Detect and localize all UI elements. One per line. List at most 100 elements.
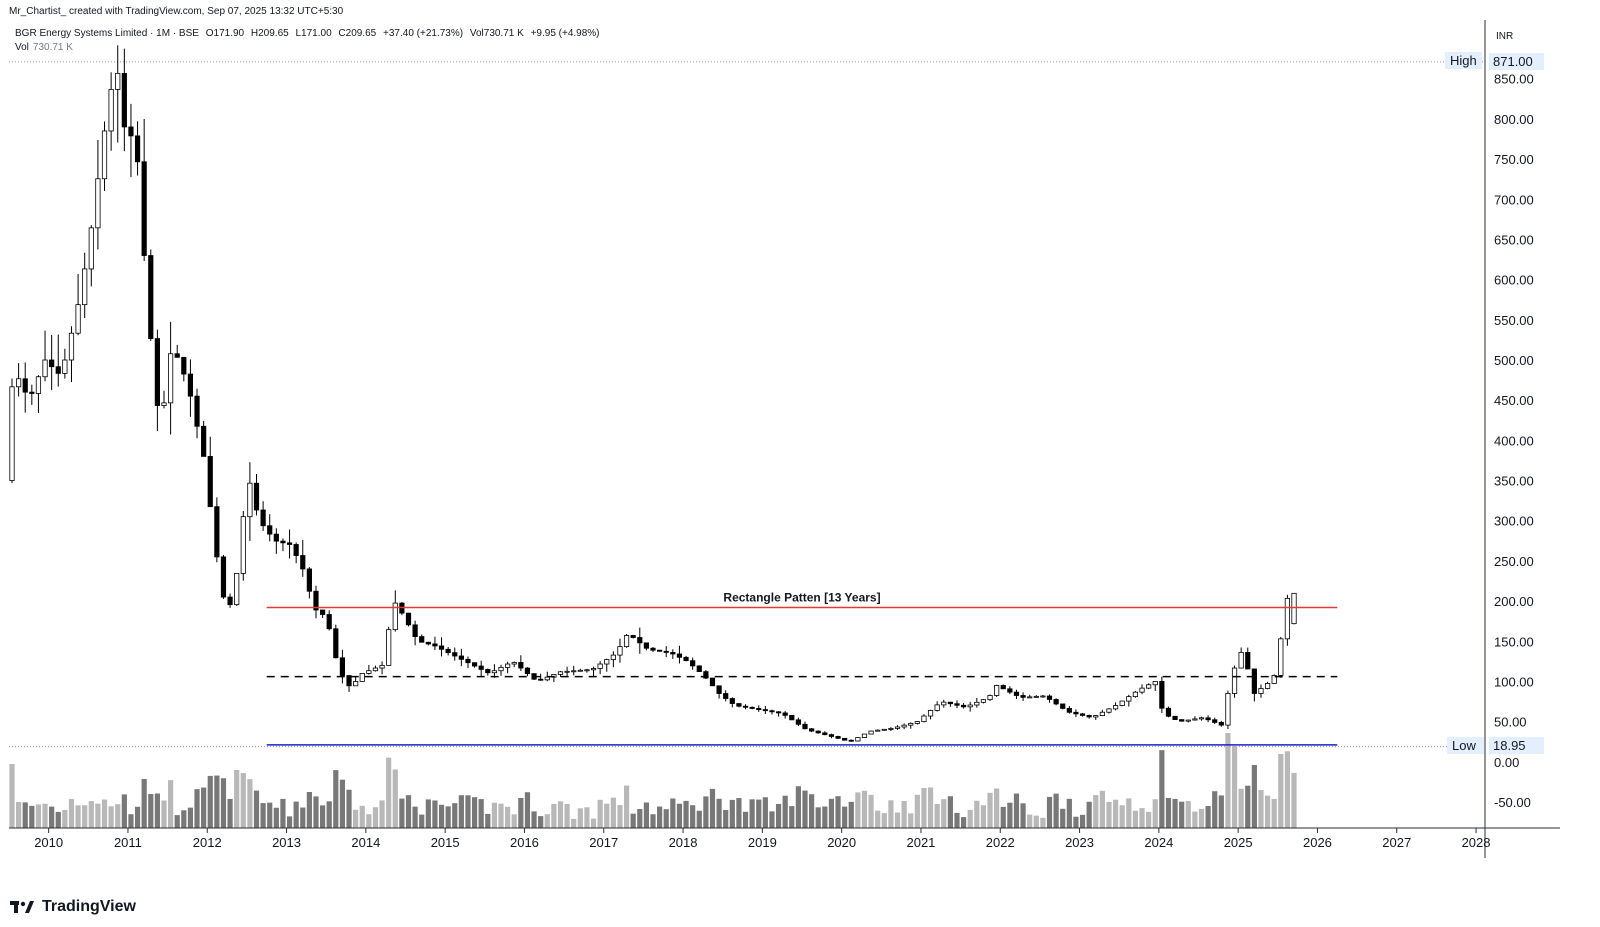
- volume-bar: [346, 789, 352, 828]
- candle-body: [848, 739, 854, 742]
- y-tick-label: -50.00: [1494, 795, 1531, 810]
- candle-body: [604, 659, 610, 665]
- volume-bar: [670, 798, 676, 828]
- candle-body: [597, 663, 603, 669]
- y-tick-label: 800.00: [1494, 112, 1534, 127]
- candlesticks: [9, 45, 1297, 742]
- volume-bar: [267, 802, 273, 828]
- candle-body: [9, 386, 15, 481]
- candle-body: [438, 645, 445, 650]
- candle-body: [610, 654, 616, 660]
- candle-body: [22, 378, 28, 393]
- volume-bar: [1073, 816, 1079, 828]
- volume-bar: [465, 795, 471, 828]
- volume-bar: [432, 800, 438, 828]
- candle-body: [148, 255, 154, 339]
- volume-bar: [1119, 805, 1125, 828]
- x-tick-label: 2023: [1065, 835, 1094, 850]
- symbol-name[interactable]: BGR Energy Systems Limited · 1M · BSE: [15, 28, 199, 39]
- candle-body: [485, 668, 491, 674]
- volume-bar: [736, 798, 742, 828]
- volume-bar: [201, 787, 207, 828]
- candle-body: [478, 665, 484, 670]
- candle-body: [29, 391, 35, 394]
- volume-bar: [405, 795, 412, 828]
- volume-bar: [835, 796, 841, 828]
- candle-body: [690, 660, 696, 667]
- candle-body: [207, 456, 213, 508]
- volume-bar: [1132, 810, 1139, 828]
- x-tick-label: 2020: [827, 835, 856, 850]
- candle-body: [1099, 711, 1105, 716]
- candle-body: [782, 712, 788, 716]
- volume-bar: [187, 807, 194, 828]
- volume-bar: [1172, 798, 1178, 828]
- tradingview-logo[interactable]: TradingView: [10, 898, 136, 916]
- volume-bar: [1066, 798, 1072, 828]
- candle-body: [273, 533, 279, 542]
- candle-body: [101, 130, 108, 180]
- volume-bar: [313, 796, 319, 828]
- volume-bar: [1205, 806, 1211, 828]
- candle-body: [663, 650, 669, 653]
- volume-bar: [696, 810, 702, 828]
- volume-bar: [194, 789, 200, 828]
- volume-bar: [908, 813, 914, 828]
- volume-bar: [630, 813, 636, 828]
- candle-body: [1238, 652, 1244, 669]
- high-low-markers: High 871.00 Low 18.95: [1445, 52, 1544, 754]
- candle-body: [1231, 667, 1238, 694]
- volume-value: Vol730.71 K: [469, 28, 524, 39]
- candle-body: [247, 482, 253, 518]
- volume-bar: [128, 814, 134, 828]
- time-axis[interactable]: 2010 2011 2012 2013 2014 2015 2016 2017 2018 2019…: [9, 827, 1560, 850]
- volume-bar: [75, 805, 81, 828]
- candle-body: [108, 89, 114, 132]
- ohlc-change: +37.40 (+21.73%): [383, 28, 464, 39]
- candle-body: [1278, 638, 1284, 676]
- candle-body: [1119, 700, 1125, 706]
- price-axis[interactable]: INR 850.00 800.00 750.00 700.00 650.00 600.00…: [1484, 20, 1600, 858]
- volume-bar: [564, 804, 570, 828]
- volume-bar: [168, 780, 174, 828]
- volume-bar: [419, 814, 425, 828]
- candle-body: [775, 711, 782, 714]
- volume-bar: [927, 787, 934, 828]
- volume-bar: [22, 802, 28, 828]
- candle-body: [617, 646, 623, 656]
- volume-bar: [366, 814, 372, 828]
- volume-bar: [848, 801, 854, 828]
- y-tick-label: 650.00: [1494, 232, 1534, 247]
- y-tick-label: 50.00: [1494, 715, 1527, 730]
- candle-body: [68, 332, 75, 361]
- volume-bar: [108, 806, 114, 828]
- candle-body: [167, 353, 174, 404]
- volume-bar: [941, 799, 947, 828]
- candle-body: [789, 714, 795, 721]
- x-tick-label: 2025: [1224, 835, 1253, 850]
- candle-body: [1013, 691, 1020, 696]
- volume-bar: [82, 805, 88, 828]
- candle-body: [115, 72, 121, 90]
- volume-bar: [452, 803, 458, 828]
- candle-body: [861, 733, 868, 738]
- volume-bar: [723, 809, 729, 828]
- x-tick-label: 2024: [1144, 835, 1173, 850]
- y-tick-label: 250.00: [1494, 554, 1534, 569]
- volume-bar: [1238, 788, 1244, 828]
- candle-body: [366, 670, 372, 674]
- y-tick-label: 200.00: [1494, 594, 1534, 609]
- volume-bar: [1212, 791, 1218, 828]
- volume-bar: [379, 800, 385, 828]
- candle-body: [95, 178, 101, 229]
- vol-label[interactable]: Vol: [15, 42, 29, 53]
- volume-bar: [1278, 754, 1284, 828]
- author-line: Mr_Chartist_ created with TradingView.co…: [9, 6, 344, 17]
- volume-bar: [339, 779, 346, 828]
- candle-body: [967, 704, 973, 708]
- candle-body: [762, 709, 768, 712]
- candle-body: [280, 540, 286, 544]
- candle-body: [16, 378, 22, 388]
- volume-bar: [1126, 798, 1132, 828]
